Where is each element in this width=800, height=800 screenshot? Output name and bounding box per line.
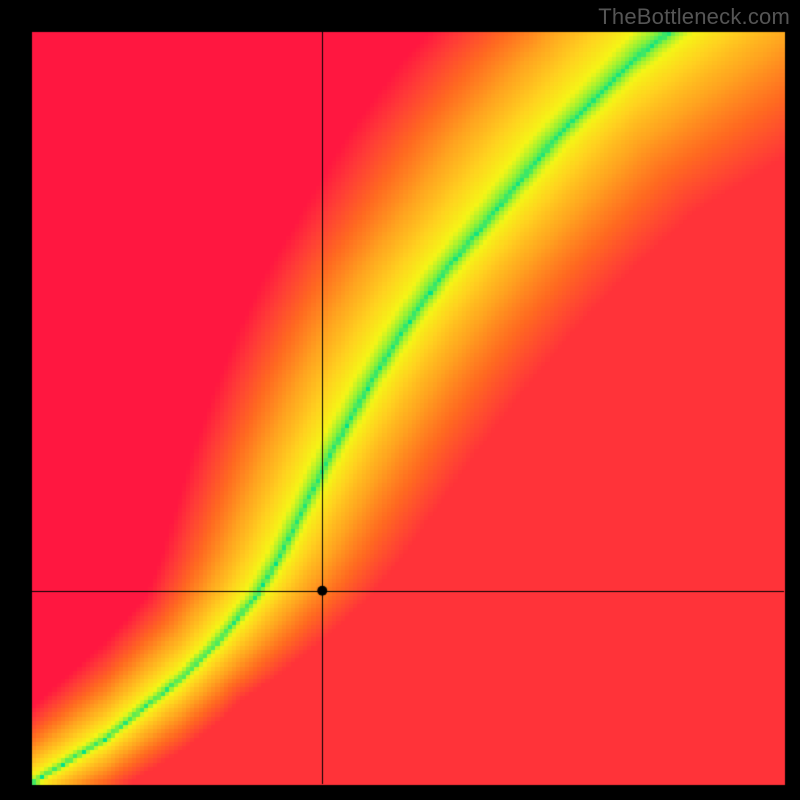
watermark-text: TheBottleneck.com (598, 4, 790, 30)
bottleneck-heatmap (0, 0, 800, 800)
chart-container: TheBottleneck.com (0, 0, 800, 800)
